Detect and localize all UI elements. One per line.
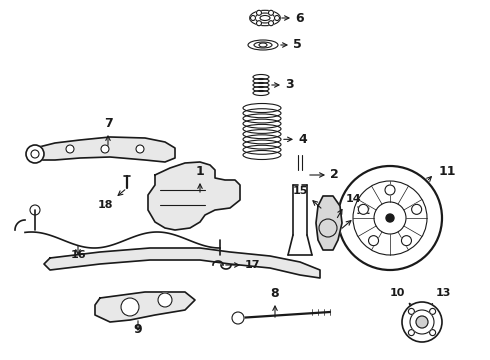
Text: 11: 11 <box>439 165 456 178</box>
Polygon shape <box>148 162 240 230</box>
Circle shape <box>408 309 415 314</box>
Circle shape <box>256 10 262 15</box>
Circle shape <box>30 205 40 215</box>
Polygon shape <box>44 248 320 278</box>
Circle shape <box>274 15 279 21</box>
Text: 3: 3 <box>285 78 294 91</box>
Circle shape <box>101 145 109 153</box>
Circle shape <box>385 185 395 195</box>
Circle shape <box>386 214 394 222</box>
Polygon shape <box>95 292 195 322</box>
Circle shape <box>66 145 74 153</box>
Text: 13: 13 <box>436 288 451 298</box>
Circle shape <box>358 204 368 214</box>
Circle shape <box>250 15 255 21</box>
Text: 16: 16 <box>70 250 86 260</box>
Text: 18: 18 <box>98 200 113 210</box>
Circle shape <box>121 298 139 316</box>
Text: 5: 5 <box>293 39 302 51</box>
Circle shape <box>136 145 144 153</box>
Polygon shape <box>316 196 342 250</box>
Text: 4: 4 <box>298 133 307 146</box>
Circle shape <box>338 166 442 270</box>
Circle shape <box>430 309 436 314</box>
Text: 2: 2 <box>330 168 339 181</box>
Circle shape <box>26 145 44 163</box>
Text: 1: 1 <box>196 165 204 178</box>
Text: 9: 9 <box>134 323 142 336</box>
Text: 8: 8 <box>270 287 279 300</box>
Circle shape <box>368 236 379 246</box>
Circle shape <box>158 293 172 307</box>
Circle shape <box>269 10 273 15</box>
Circle shape <box>408 330 415 336</box>
Text: 14: 14 <box>346 194 362 204</box>
Circle shape <box>430 330 436 336</box>
Circle shape <box>319 219 337 237</box>
Text: 7: 7 <box>103 117 112 130</box>
Circle shape <box>256 21 262 26</box>
Circle shape <box>402 302 442 342</box>
Text: 12: 12 <box>356 206 371 216</box>
Circle shape <box>232 312 244 324</box>
Polygon shape <box>35 137 175 162</box>
Circle shape <box>269 21 273 26</box>
Text: 17: 17 <box>245 260 261 270</box>
Circle shape <box>401 236 412 246</box>
Circle shape <box>416 316 428 328</box>
Text: 6: 6 <box>295 12 304 24</box>
Text: 10: 10 <box>390 288 405 298</box>
Text: 15: 15 <box>293 186 308 196</box>
Circle shape <box>412 204 421 214</box>
